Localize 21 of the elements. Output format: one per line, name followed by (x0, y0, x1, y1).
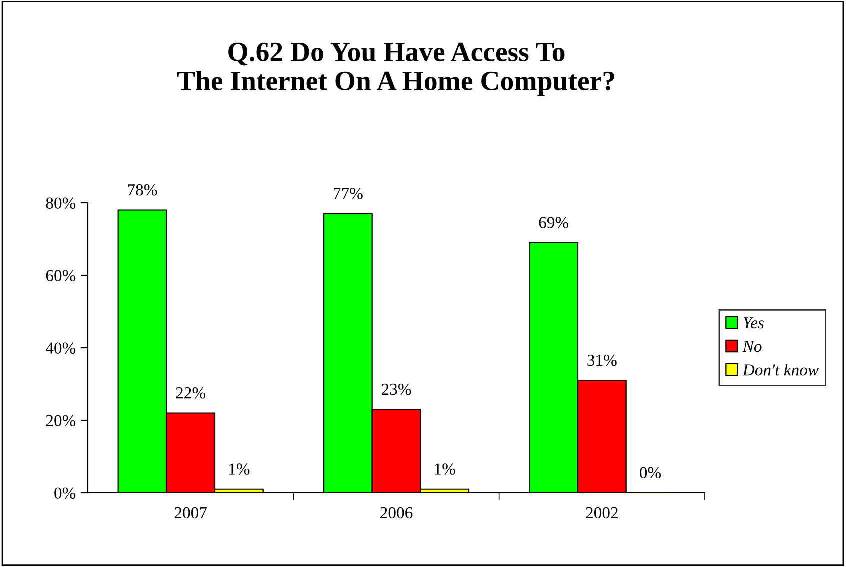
y-tick-label: 80% (46, 198, 76, 209)
y-tick-label: 40% (46, 342, 76, 354)
data-label: 0% (640, 467, 662, 479)
data-label: 69% (539, 217, 569, 228)
x-tick-label: 2002 (586, 507, 618, 519)
legend-label: No (742, 341, 762, 352)
data-label: 77% (334, 188, 363, 200)
y-tick-label: 60% (46, 270, 76, 282)
y-tick-label: 0% (54, 488, 76, 499)
data-label: 1% (230, 464, 250, 475)
data-label: 22% (176, 388, 206, 399)
data-label: 31% (588, 354, 617, 366)
x-tick-label: 2006 (380, 507, 413, 519)
data-label: 23% (382, 384, 412, 396)
data-label: 78% (128, 184, 158, 196)
legend-label: Don't know (742, 364, 819, 376)
chart-title: Q.62 Do You Have Access To The Internet On A Home Computer? (177, 42, 614, 96)
legend-label: Yes (744, 318, 764, 329)
x-tick-label: 2007 (174, 507, 208, 519)
y-tick-label: 20% (46, 415, 76, 426)
data-label: 1% (435, 464, 456, 475)
